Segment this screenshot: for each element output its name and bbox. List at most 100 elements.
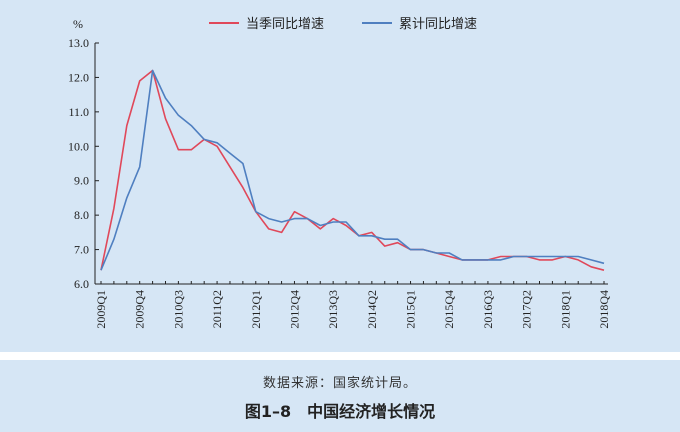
data-point: [242, 187, 244, 189]
data-point: [216, 142, 218, 144]
data-point: [113, 207, 115, 209]
y-tick-label: 10.0: [68, 139, 89, 153]
x-tick-label: 2015Q1: [404, 290, 418, 329]
data-point: [552, 259, 554, 261]
data-point: [319, 225, 321, 227]
x-tick-label: 2009Q1: [94, 290, 108, 329]
data-point: [577, 259, 579, 261]
data-point: [410, 249, 412, 251]
data-point: [139, 166, 141, 168]
data-point: [113, 238, 115, 240]
y-tick-label: 11.0: [68, 105, 89, 119]
data-point: [216, 145, 218, 147]
x-tick-label: 2010Q3: [171, 290, 185, 329]
data-point: [242, 163, 244, 165]
data-point: [307, 218, 309, 220]
axes: 6.0 7.0 8.0 9.0 10.0 11.0 12.0 13.0 2009Q1 2009Q4…: [68, 36, 611, 329]
data-point: [397, 238, 399, 240]
caption-panel: 数据来源：国家统计局。 图1–8 中国经济增长情况: [0, 360, 680, 432]
data-point: [448, 256, 450, 258]
data-point: [603, 269, 605, 271]
x-tick-label: 2012Q4: [287, 290, 301, 329]
legend: 当季同比增速 累计同比增速: [209, 16, 477, 31]
data-point: [590, 266, 592, 268]
series-lines: [100, 69, 605, 271]
x-tick-label: 2012Q1: [249, 290, 263, 329]
data-point: [165, 118, 167, 120]
figure-title: 图1–8 中国经济增长情况: [244, 402, 436, 421]
legend-label-1: 当季同比增速: [246, 16, 324, 31]
data-point: [255, 211, 257, 213]
x-tick-label: 2011Q2: [210, 290, 224, 328]
series-line-2: [100, 69, 605, 271]
data-point: [371, 235, 373, 237]
y-tick-label: 13.0: [68, 36, 89, 50]
y-tick-label: 7.0: [74, 243, 89, 257]
x-tick-label: 2014Q2: [365, 290, 379, 329]
data-point: [190, 149, 192, 151]
x-tick-label: 2018Q4: [597, 290, 611, 329]
data-point: [203, 139, 205, 141]
data-point: [281, 232, 283, 234]
data-point: [345, 225, 347, 227]
data-point: [539, 256, 541, 258]
data-point: [436, 252, 438, 254]
data-point: [500, 256, 502, 258]
y-axis-unit-label: %: [73, 17, 83, 31]
data-point: [190, 125, 192, 127]
series-line-1: [100, 69, 605, 271]
data-point: [126, 197, 128, 199]
y-tick-label: 12.0: [68, 70, 89, 84]
data-point: [332, 218, 334, 220]
data-point: [319, 228, 321, 230]
data-point: [590, 259, 592, 261]
data-point: [500, 259, 502, 261]
data-point: [294, 211, 296, 213]
data-point: [165, 97, 167, 99]
data-point: [371, 232, 373, 234]
data-point: [281, 221, 283, 223]
data-point: [139, 80, 141, 82]
data-point: [423, 249, 425, 251]
data-point: [565, 256, 567, 258]
x-tick-label: 2015Q4: [442, 290, 456, 329]
x-tick-label: 2013Q3: [326, 290, 340, 329]
data-point: [384, 245, 386, 247]
data-source-note: 数据来源：国家统计局。: [262, 376, 417, 391]
data-point: [178, 149, 180, 151]
y-tick-label: 8.0: [74, 208, 89, 222]
data-point: [126, 125, 128, 127]
data-point: [552, 256, 554, 258]
data-point: [487, 259, 489, 261]
data-point: [100, 269, 102, 271]
data-point: [268, 228, 270, 230]
y-tick-label: 9.0: [74, 174, 89, 188]
data-point: [229, 152, 231, 154]
data-point: [474, 259, 476, 261]
x-tick-label: 2016Q3: [481, 290, 495, 329]
data-point: [332, 221, 334, 223]
data-point: [603, 263, 605, 265]
data-point: [448, 252, 450, 254]
data-point: [526, 256, 528, 258]
chart-panel: % 当季同比增速 累计同比增速 6.0 7.0 8.0 9.0 10.0 11.0 12.0 1…: [0, 0, 680, 352]
data-point: [294, 218, 296, 220]
x-tick-label: 2017Q2: [520, 290, 534, 329]
legend-label-2: 累计同比增速: [399, 16, 477, 31]
y-tick-label: 6.0: [74, 277, 89, 291]
data-point: [358, 235, 360, 237]
data-point: [397, 242, 399, 244]
data-point: [539, 259, 541, 261]
data-point: [268, 218, 270, 220]
data-point: [152, 70, 154, 72]
data-point: [229, 166, 231, 168]
data-point: [384, 238, 386, 240]
data-point: [345, 221, 347, 223]
data-point: [577, 256, 579, 258]
data-point: [513, 256, 515, 258]
data-point: [461, 259, 463, 261]
x-tick-label: 2018Q1: [558, 290, 572, 329]
x-tick-label: 2009Q4: [133, 290, 147, 329]
data-point: [178, 115, 180, 117]
line-chart: % 当季同比增速 累计同比增速 6.0 7.0 8.0 9.0 10.0 11.0 12.0 1…: [68, 16, 611, 329]
